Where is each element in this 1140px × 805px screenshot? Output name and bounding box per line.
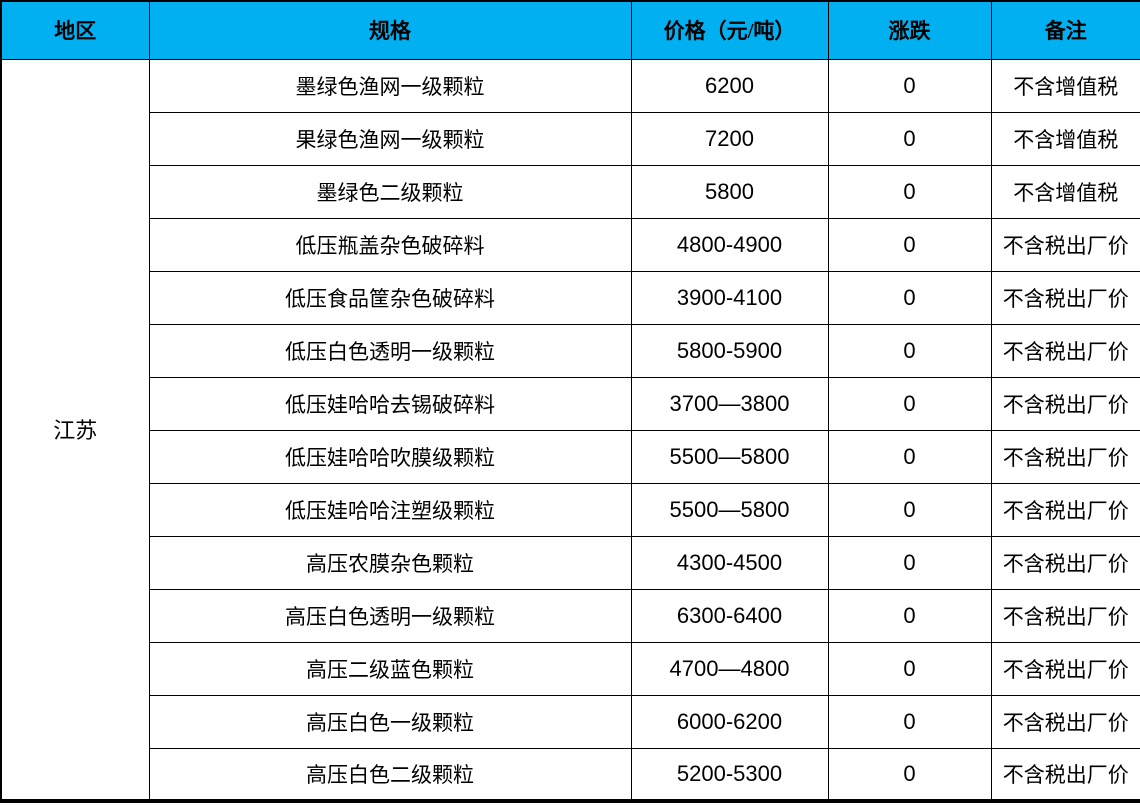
note-cell: 不含税出厂价 [990, 694, 1140, 749]
table-row: 低压娃哈哈去锡破碎料 3700—3800 0 不含税出厂价 [1, 376, 1140, 431]
table-row: 低压瓶盖杂色破碎料 4800-4900 0 不含税出厂价 [1, 217, 1140, 272]
change-cell: 0 [827, 58, 992, 113]
spec-cell: 低压瓶盖杂色破碎料 [148, 217, 632, 272]
price-cell: 6300-6400 [630, 588, 829, 643]
change-cell: 0 [827, 482, 992, 537]
change-cell: 0 [827, 323, 992, 378]
price-cell: 5800-5900 [630, 323, 829, 378]
table-row: 高压白色一级颗粒 6000-6200 0 不含税出厂价 [1, 694, 1140, 749]
spec-cell: 低压白色透明一级颗粒 [148, 323, 632, 378]
note-cell: 不含税出厂价 [990, 588, 1140, 643]
header-row: 地区 规格 价格（元/吨） 涨跌 备注 [0, 0, 1140, 60]
price-cell: 4700—4800 [630, 641, 829, 696]
note-cell: 不含税出厂价 [990, 429, 1140, 484]
region-cell: 江苏 [0, 58, 150, 802]
spec-cell: 墨绿色二级颗粒 [148, 164, 632, 219]
header-cell-region: 地区 [0, 0, 150, 60]
note-cell: 不含税出厂价 [990, 376, 1140, 431]
note-cell: 不含税出厂价 [990, 482, 1140, 537]
table-row: 高压白色透明一级颗粒 6300-6400 0 不含税出厂价 [1, 588, 1140, 643]
price-cell: 6200 [630, 58, 829, 113]
header-cell-change: 涨跌 [827, 0, 992, 60]
spec-cell: 高压白色一级颗粒 [148, 694, 632, 749]
table-row: 江苏 墨绿色渔网一级颗粒 6200 0 不含增值税 [0, 58, 1140, 802]
table-header: 地区 规格 价格（元/吨） 涨跌 备注 [0, 0, 1140, 60]
spec-cell: 高压农膜杂色颗粒 [148, 535, 632, 590]
price-cell: 4300-4500 [630, 535, 829, 590]
note-cell: 不含税出厂价 [990, 535, 1140, 590]
price-cell: 5500—5800 [630, 429, 829, 484]
table-body: 江苏 墨绿色渔网一级颗粒 6200 0 不含增值税 果绿色渔网一级颗粒 7200 0 不含增值税… [0, 58, 1140, 802]
change-cell: 0 [827, 641, 992, 696]
table-row: 高压农膜杂色颗粒 4300-4500 0 不含税出厂价 [1, 535, 1140, 590]
table-row: 低压娃哈哈注塑级颗粒 5500—5800 0 不含税出厂价 [1, 482, 1140, 537]
header-cell-spec: 规格 [148, 0, 632, 60]
price-cell: 5200-5300 [630, 747, 829, 802]
table-row: 墨绿色二级颗粒 5800 0 不含增值税 [1, 164, 1140, 219]
change-cell: 0 [827, 429, 992, 484]
note-cell: 不含税出厂价 [990, 641, 1140, 696]
price-cell: 3700—3800 [630, 376, 829, 431]
header-cell-note: 备注 [990, 0, 1140, 60]
price-cell: 6000-6200 [630, 694, 829, 749]
change-cell: 0 [827, 694, 992, 749]
note-cell: 不含增值税 [990, 164, 1140, 219]
table-row: 高压白色二级颗粒 5200-5300 0 不含税出厂价 [1, 747, 1140, 802]
price-cell: 5800 [630, 164, 829, 219]
spec-cell: 低压娃哈哈吹膜级颗粒 [148, 429, 632, 484]
note-cell: 不含税出厂价 [990, 217, 1140, 272]
change-cell: 0 [827, 270, 992, 325]
spec-cell: 高压白色透明一级颗粒 [148, 588, 632, 643]
table-row: 果绿色渔网一级颗粒 7200 0 不含增值税 [1, 111, 1140, 166]
spec-cell: 低压娃哈哈去锡破碎料 [148, 376, 632, 431]
price-cell: 4800-4900 [630, 217, 829, 272]
change-cell: 0 [827, 588, 992, 643]
change-cell: 0 [827, 217, 992, 272]
table-row: 高压二级蓝色颗粒 4700—4800 0 不含税出厂价 [1, 641, 1140, 696]
spec-cell: 低压娃哈哈注塑级颗粒 [148, 482, 632, 537]
change-cell: 0 [827, 164, 992, 219]
note-cell: 不含增值税 [990, 58, 1140, 113]
change-cell: 0 [827, 111, 992, 166]
header-cell-price: 价格（元/吨） [630, 0, 829, 60]
spec-cell: 果绿色渔网一级颗粒 [148, 111, 632, 166]
note-cell: 不含税出厂价 [990, 747, 1140, 802]
table-row: 低压白色透明一级颗粒 5800-5900 0 不含税出厂价 [1, 323, 1140, 378]
spec-cell: 墨绿色渔网一级颗粒 [148, 58, 632, 113]
note-cell: 不含增值税 [990, 111, 1140, 166]
price-cell: 5500—5800 [630, 482, 829, 537]
note-cell: 不含税出厂价 [990, 270, 1140, 325]
price-cell: 7200 [630, 111, 829, 166]
table-row: 低压食品筐杂色破碎料 3900-4100 0 不含税出厂价 [1, 270, 1140, 325]
spec-cell: 高压二级蓝色颗粒 [148, 641, 632, 696]
spec-cell: 低压食品筐杂色破碎料 [148, 270, 632, 325]
spec-cell: 高压白色二级颗粒 [148, 747, 632, 802]
change-cell: 0 [827, 535, 992, 590]
change-cell: 0 [827, 747, 992, 802]
price-cell: 3900-4100 [630, 270, 829, 325]
note-cell: 不含税出厂价 [990, 323, 1140, 378]
change-cell: 0 [827, 376, 992, 431]
table-row: 低压娃哈哈吹膜级颗粒 5500—5800 0 不含税出厂价 [1, 429, 1140, 484]
